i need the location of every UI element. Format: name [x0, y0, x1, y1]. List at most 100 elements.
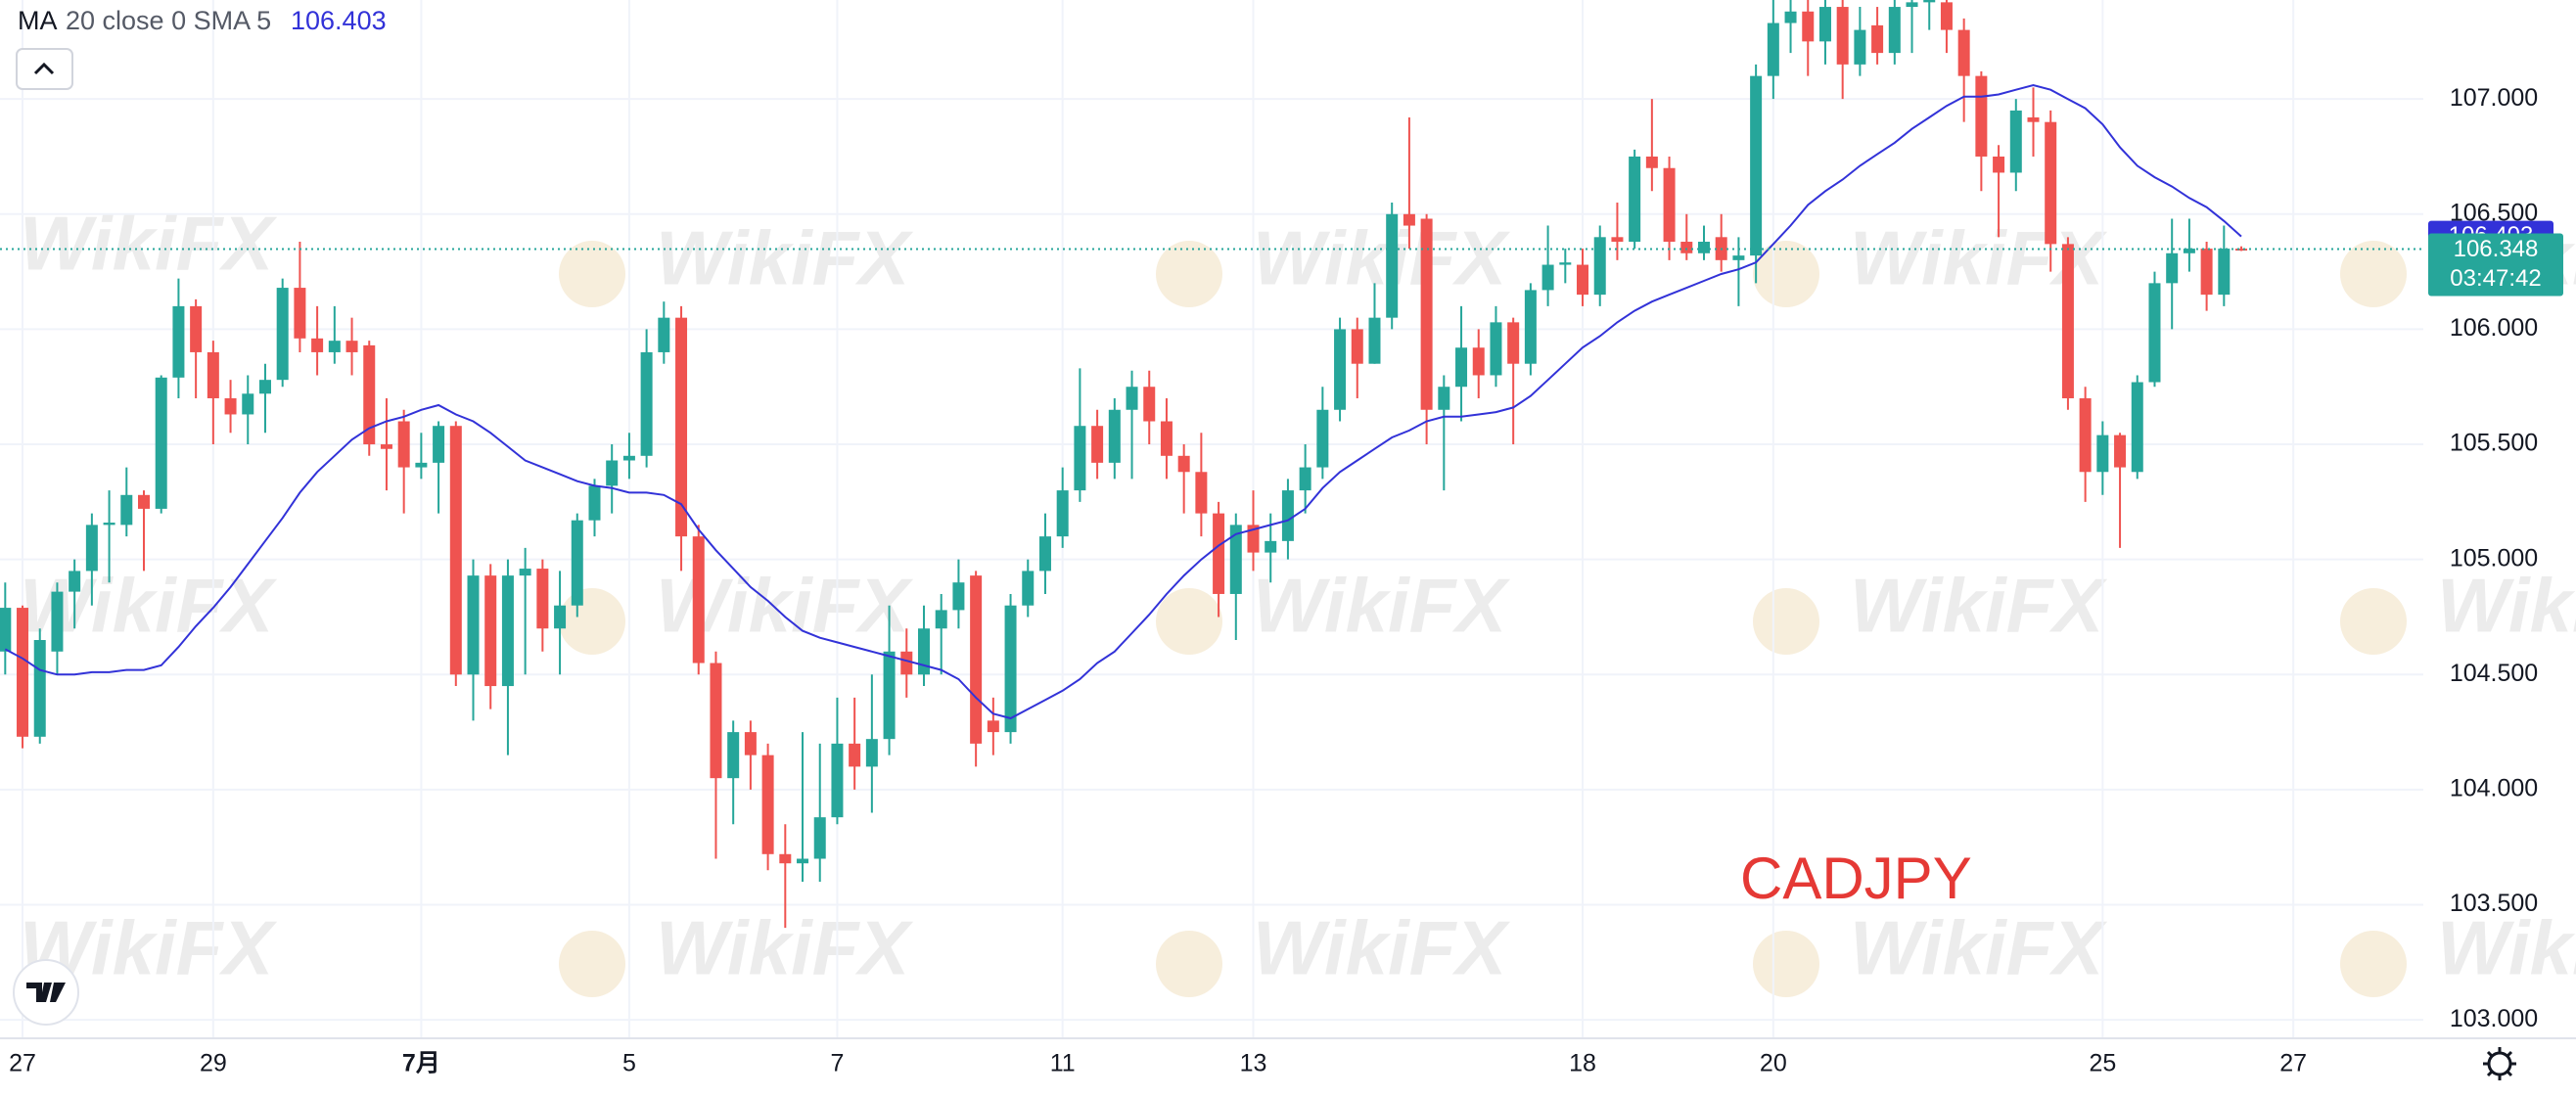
candle-body [120, 494, 133, 526]
candle-body [622, 455, 635, 461]
candle-body [258, 380, 271, 394]
last-price-label: 106.348 [2454, 236, 2539, 262]
candle-body [1680, 242, 1693, 253]
axes: 103.000 103.500 104.000 104.500 105.000 105.5… [9, 84, 2563, 1077]
watermark-icon [559, 241, 625, 307]
candle-body [1472, 347, 1485, 376]
x-tick-label: 27 [9, 1050, 36, 1077]
x-tick-label: 7 [830, 1050, 844, 1077]
symbol-label: CADJPY [1740, 846, 1972, 911]
indicator-name: MA [18, 6, 58, 35]
watermark-icon [1753, 588, 1819, 655]
candle-body [2166, 252, 2179, 284]
candle-body [190, 305, 203, 352]
candle-body [415, 462, 428, 468]
candle-body [172, 305, 185, 378]
candle-body [311, 338, 324, 352]
watermark: WikiFX [1253, 215, 1510, 301]
candle-body [970, 575, 983, 744]
candle-body [2131, 382, 2143, 473]
candle-body [1386, 213, 1399, 318]
candle-body [1316, 409, 1329, 468]
watermark: WikiFX [1850, 905, 2107, 991]
candle-body [1524, 290, 1537, 364]
candle-body [1975, 75, 1988, 157]
candle-body [692, 536, 705, 663]
candle-body [727, 732, 740, 779]
gear-teeth [2483, 1047, 2516, 1080]
candle-body [242, 393, 254, 415]
candle-body [2009, 110, 2022, 173]
candle-body [2027, 116, 2040, 122]
candle-body [779, 853, 792, 864]
candle-body [1541, 264, 1554, 291]
candle-body [1593, 237, 1606, 296]
y-tick-label: 105.000 [2450, 544, 2538, 572]
candle-body [449, 426, 462, 675]
x-tick-label: 27 [2279, 1050, 2307, 1077]
y-tick-label: 107.000 [2450, 84, 2538, 112]
watermark: WikiFX [1850, 563, 2107, 649]
candle-body [710, 663, 722, 779]
candle-body [1645, 156, 1658, 168]
candle-body [397, 421, 410, 468]
candle-body [1056, 490, 1069, 537]
candle-body [1004, 605, 1017, 733]
x-tick-label: 5 [622, 1050, 636, 1077]
candle-body [155, 377, 167, 509]
candle-body [276, 288, 289, 381]
candle-body [2079, 397, 2092, 473]
candle-body [2183, 249, 2195, 253]
watermark-icon [1156, 931, 1222, 997]
indicator-value: 106.403 [291, 6, 387, 35]
candle-body [1368, 317, 1381, 364]
candle-body [987, 720, 999, 733]
candle-body [1611, 237, 1624, 243]
candle-body [33, 640, 46, 737]
collapse-button[interactable] [16, 48, 73, 90]
candle-body [1767, 23, 1779, 76]
candle-body [1108, 409, 1121, 463]
candle-body [1229, 525, 1242, 594]
candle-body [588, 485, 601, 521]
watermark: WikiFX [1253, 563, 1510, 649]
watermark-icon [1753, 931, 1819, 997]
candle-body [797, 858, 809, 864]
candle-body [1160, 421, 1173, 456]
candle-body [1750, 75, 1763, 256]
candle-body [1265, 540, 1277, 553]
y-tick-label: 104.500 [2450, 660, 2538, 687]
candle-body [865, 739, 878, 767]
candle-body [328, 341, 341, 352]
candle-body [1195, 472, 1208, 514]
candle-body [433, 426, 445, 463]
candle-body [345, 341, 358, 352]
candle-body [1802, 11, 1815, 42]
candle-body [103, 523, 115, 526]
candle-body [1697, 242, 1710, 253]
watermark-icon [1156, 241, 1222, 307]
candle-body [85, 525, 98, 572]
candle-body [294, 288, 306, 339]
candle-body [501, 575, 514, 687]
watermark-icon [559, 588, 625, 655]
candle-body [1818, 7, 1831, 42]
candle-body [1438, 387, 1450, 410]
candle-body [900, 651, 913, 675]
plot [0, 0, 2423, 929]
x-tick-label: 11 [1050, 1050, 1076, 1077]
candle-body [138, 494, 151, 509]
candle-body [1177, 455, 1190, 473]
y-tick-label: 105.500 [2450, 430, 2538, 457]
candle-body [1213, 513, 1225, 594]
candle-body [363, 344, 376, 445]
watermark-icon [2340, 241, 2407, 307]
candle-body [1490, 322, 1502, 376]
settings-icon[interactable] [2483, 1047, 2516, 1080]
candle-body [744, 732, 757, 755]
candle-body [2114, 435, 2127, 468]
candle-body [1836, 7, 1849, 65]
candle-body [883, 651, 896, 740]
candle-body [519, 569, 531, 576]
